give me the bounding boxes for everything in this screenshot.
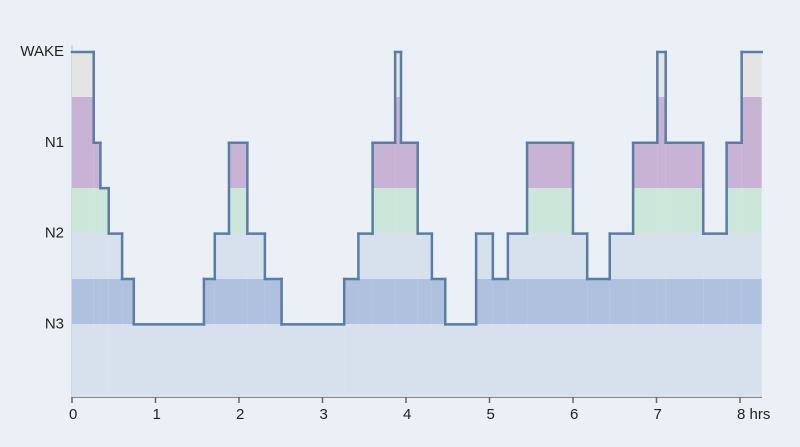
x-tick-label: 5 — [486, 406, 494, 423]
stage-area — [264, 278, 282, 397]
stage-area — [395, 52, 401, 397]
x-tick-label: 3 — [319, 406, 327, 423]
y-tick-label: N2 — [45, 225, 64, 242]
x-tick-label: 6 — [570, 406, 578, 423]
stage-area — [400, 142, 418, 397]
x-tick-label: 0 — [69, 406, 77, 423]
stage-area — [122, 278, 134, 397]
stage-area — [100, 188, 109, 397]
y-tick-label: WAKE — [20, 43, 64, 60]
x-tick-label: 8 hrs — [737, 406, 770, 423]
x-tick-label: 2 — [236, 406, 244, 423]
stage-area — [726, 142, 742, 397]
stage-area — [247, 233, 265, 397]
stage-area — [281, 324, 345, 397]
stage-area — [703, 233, 727, 397]
x-tick-label: 4 — [403, 406, 411, 423]
stage-area — [476, 233, 493, 397]
stage-area — [609, 233, 634, 397]
stage-area — [214, 233, 229, 397]
stage-area — [133, 324, 204, 397]
stage-area — [431, 278, 446, 397]
stage-area — [108, 233, 123, 397]
stage-area — [507, 233, 528, 397]
stage-area — [587, 278, 610, 397]
stage-area — [417, 233, 432, 397]
stage-area — [358, 233, 373, 397]
stage-area — [72, 52, 94, 397]
stage-area — [492, 278, 508, 397]
x-tick-label: 1 — [152, 406, 160, 423]
x-tick-label: 7 — [653, 406, 661, 423]
stage-area — [665, 142, 704, 397]
stage-area — [344, 278, 359, 397]
stage-area — [445, 324, 477, 397]
y-tick-label: N3 — [45, 315, 64, 332]
stage-area — [657, 52, 666, 397]
stage-area — [228, 142, 248, 397]
stage-area — [633, 142, 658, 397]
y-tick-label: N1 — [45, 134, 64, 151]
stage-area — [527, 142, 573, 397]
stage-area — [372, 142, 396, 397]
stage-area — [203, 278, 215, 397]
stage-area — [572, 233, 588, 397]
stage-area — [93, 142, 101, 397]
stage-area — [741, 52, 762, 397]
